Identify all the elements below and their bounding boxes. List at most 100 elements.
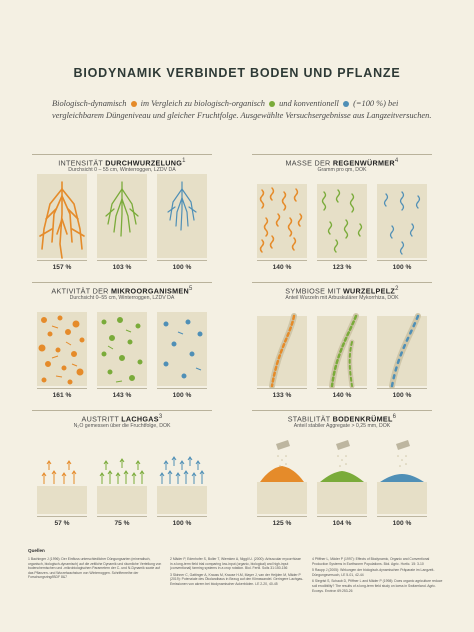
- mycorrhiza-illustration: [257, 313, 427, 389]
- gas-arrows-green-icon: [99, 458, 145, 484]
- panel-regenwuermer: MASSE DER REGENWÜRMER4 Gramm pro qm, DOK: [252, 154, 432, 278]
- value-organisch: 140 %: [332, 392, 352, 399]
- references: Quellen 1 Bachinger J (1996): Der Einflu…: [28, 548, 446, 595]
- value-konventionell: 100 %: [172, 392, 192, 399]
- value-rule: [97, 516, 147, 517]
- panel-title: STABILITÄT BODENKRÜMEL6: [287, 414, 397, 424]
- value-konventionell: 100 %: [172, 520, 192, 527]
- microbes-orange-icon: [38, 315, 85, 385]
- panel-separator: [252, 154, 432, 155]
- roots-green-icon: [105, 181, 139, 237]
- value-rule: [157, 388, 207, 389]
- panel-subtitle: Anteil stabiler Aggregate > 0,25 mm, DOK: [293, 423, 391, 429]
- worms-orange-icon: [259, 187, 303, 253]
- value-rule: [157, 260, 207, 261]
- panel-title: AUSTRITT LACHGAS3: [81, 414, 163, 424]
- panel-separator: [32, 410, 212, 411]
- mycorrhiza-green-icon: [329, 313, 359, 389]
- value-biodynamisch: 133 %: [272, 392, 292, 399]
- intro-text: Biologisch-dynamisch im Vergleich zu bio…: [52, 98, 432, 122]
- value-rule: [317, 388, 367, 389]
- orange-dot-icon: [130, 101, 137, 108]
- panel-subtitle: Durchsicht 0–55 cm, Winterroggen, LZDV D…: [69, 295, 175, 301]
- value-konventionell: 100 %: [392, 264, 412, 271]
- panel-subtitle: Gramm pro qm, DOK: [317, 167, 367, 173]
- intro-biodyn: Biologisch-dynamisch: [52, 99, 127, 108]
- value-rule: [37, 516, 87, 517]
- value-rule: [317, 260, 367, 261]
- water-drops-icon: [277, 455, 407, 467]
- intro-bioorg: biologisch-organisch: [194, 99, 265, 108]
- worms-blue-icon: [383, 191, 421, 255]
- reference-item: 1 Bachinger J (1996): Der Einfluss unter…: [28, 557, 162, 580]
- mycorrhiza-orange-icon: [269, 313, 297, 389]
- value-biodynamisch: 125 %: [272, 520, 292, 527]
- references-column-3: 4 Pfiffner L, Mäder P (1997): Effects of…: [312, 557, 446, 595]
- panel-bodenkruemel: STABILITÄT BODENKRÜMEL6 Anteil stabiler …: [252, 410, 432, 534]
- value-organisch: 103 %: [112, 264, 132, 271]
- panel-subtitle: Durchsicht 0 – 55 cm, Winterroggen, LZDV…: [68, 167, 176, 173]
- reference-item: 3 Skinner C, Gattinger A, Krauss M, Krau…: [170, 572, 304, 586]
- value-rule: [377, 516, 427, 517]
- panel-wurzelpelz: SYMBIOSE MIT WURZELPELZ2 Anteil Wurzeln …: [252, 282, 432, 406]
- value-rule: [317, 516, 367, 517]
- value-rule: [37, 388, 87, 389]
- value-rule: [257, 516, 307, 517]
- gas-arrows-orange-icon: [41, 460, 77, 484]
- microbes-blue-icon: [163, 319, 203, 379]
- references-column-1: 1 Bachinger J (1996): Der Einfluss unter…: [28, 557, 162, 595]
- mycorrhiza-blue-icon: [389, 313, 421, 389]
- intro-part2: und: [279, 99, 294, 108]
- intro-konv: konventionell: [293, 99, 339, 108]
- value-konventionell: 100 %: [172, 264, 192, 271]
- gas-arrows-blue-icon: [159, 456, 205, 484]
- crumbs-blue-icon: [380, 474, 424, 482]
- value-organisch: 75 %: [114, 520, 130, 527]
- poster-title: BIODYNAMIK VERBINDET BODEN UND PFLANZE: [73, 66, 401, 80]
- watering-can-icon: [276, 440, 410, 450]
- panel-separator: [32, 282, 212, 283]
- soil-crumbs-illustration: [257, 440, 427, 514]
- crumbs-orange-icon: [260, 466, 304, 482]
- panel-title: SYMBIOSE MIT WURZELPELZ2: [285, 286, 399, 296]
- value-biodynamisch: 57 %: [54, 520, 70, 527]
- roots-orange-icon: [39, 181, 85, 259]
- value-organisch: 123 %: [332, 264, 352, 271]
- reference-item: 5 Raupp J (2005): Wirkungen der biologis…: [312, 568, 435, 577]
- panel-subtitle: N₂O gemessen über die Fruchtfolge, DOK: [73, 423, 171, 429]
- roots-illustration: [37, 174, 207, 259]
- panel-title: INTENSITÄT DURCHWURZELUNG1: [58, 158, 186, 168]
- value-rule: [257, 388, 307, 389]
- reference-item: 4 Pfiffner L, Mäder P (1997): Effects of…: [312, 557, 430, 566]
- reference-item: 2 Mäder P, Edenhofer S, Boller T, Wiemke…: [170, 557, 301, 571]
- value-rule: [97, 388, 147, 389]
- worms-green-icon: [321, 189, 363, 253]
- references-heading: Quellen: [28, 548, 45, 553]
- green-dot-icon: [269, 101, 276, 108]
- value-organisch: 104 %: [332, 520, 352, 527]
- value-rule: [37, 260, 87, 261]
- panel-separator: [32, 154, 212, 155]
- intro-part3: (=100 %) bei vergleichbarem Düngeniveau …: [52, 99, 432, 120]
- panel-title: MASSE DER REGENWÜRMER4: [285, 158, 399, 168]
- value-biodynamisch: 157 %: [52, 264, 72, 271]
- crumbs-green-icon: [320, 471, 364, 482]
- value-rule: [257, 260, 307, 261]
- nitrous-oxide-illustration: [37, 456, 207, 514]
- reference-item: 6 Siegrist S, Schaub D, Pfiffner L and M…: [312, 579, 443, 593]
- roots-blue-icon: [167, 181, 197, 231]
- blue-dot-icon: [342, 101, 349, 108]
- microorganisms-illustration: [37, 312, 207, 386]
- panel-separator: [252, 410, 432, 411]
- value-biodynamisch: 161 %: [52, 392, 72, 399]
- value-rule: [97, 260, 147, 261]
- panel-lachgas: AUSTRITT LACHGAS3 N₂O gemessen über die …: [32, 410, 212, 534]
- value-rule: [157, 516, 207, 517]
- panel-durchwurzelung: INTENSITÄT DURCHWURZELUNG1 Durchsicht 0 …: [32, 154, 212, 278]
- value-rule: [377, 388, 427, 389]
- panel-title: AKTIVITÄT DER MIKROORGANISMEN5: [51, 286, 193, 296]
- panel-subtitle: Anteil Wurzeln mit Arbuskulärer Mykorrhi…: [285, 295, 399, 301]
- value-konventionell: 100 %: [392, 392, 412, 399]
- value-konventionell: 100 %: [392, 520, 412, 527]
